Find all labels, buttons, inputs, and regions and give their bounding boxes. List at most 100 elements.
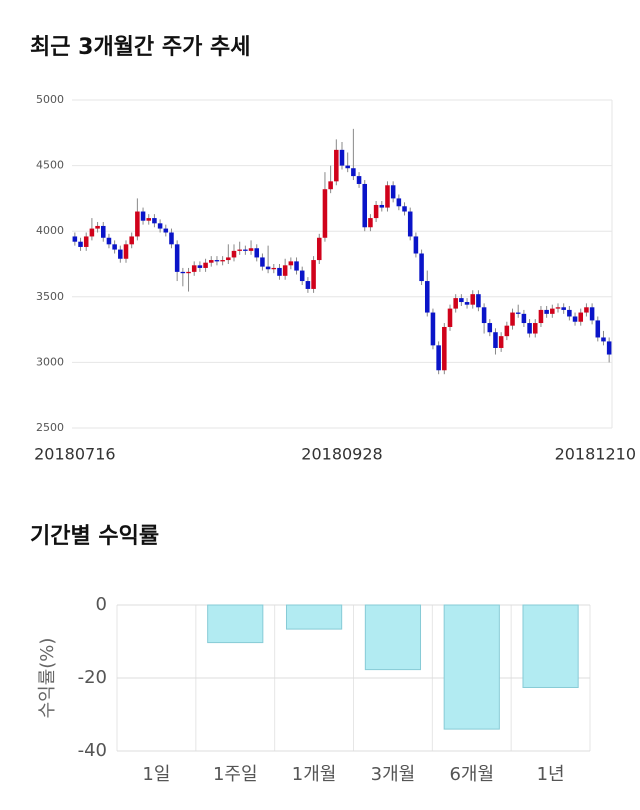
bar [364,604,422,671]
candle-body [163,228,169,233]
candle-body [379,204,385,208]
x-tick-label: 1개월 [292,764,337,785]
candle-body [146,218,152,221]
candle-body [589,307,595,321]
candle-body [584,307,589,313]
x-tick-label: 6개월 [449,764,494,785]
candle-body [339,149,345,166]
candle-body [470,294,476,305]
candle-body [169,232,174,245]
candle-body [265,266,271,270]
candle-body [231,250,237,258]
candle-body [606,341,612,355]
candle-body [402,206,407,212]
candle-body [305,281,311,289]
candle-body [538,309,544,324]
candle-body [186,271,191,274]
x-tick-label: 20180716 [34,445,115,464]
candle-body [203,262,208,268]
candle-body [282,265,288,276]
candle-body [487,323,493,333]
candle-body [351,168,356,177]
x-tick-label: 20180928 [301,445,382,464]
candle-body [89,228,95,237]
candle-body [214,260,220,262]
candle-body [527,323,532,334]
candle-body [328,181,333,190]
candle-body [419,253,424,282]
candle-body [396,198,402,207]
candle-body [100,225,106,238]
candle-body [595,320,601,338]
candle-body [430,312,436,346]
candle-body [447,308,453,327]
candle-body [180,271,186,274]
bar [285,604,343,630]
candle-body [453,298,458,309]
candle-body [322,189,328,238]
candle-body [254,248,260,258]
y-tick-label: 5000 [36,93,64,106]
y-tick-label: 3500 [36,290,64,303]
candle-body [561,307,566,310]
candle-body [208,260,214,263]
candle-body [174,244,180,272]
candle-body [504,325,510,337]
candle-body [368,218,373,228]
chart-title: 기간별 수익률 [30,524,159,549]
y-tick-label: -40 [78,740,107,761]
candle-body [334,149,339,182]
candle-body [550,308,555,314]
candle-body [390,185,396,199]
candle-body [442,326,447,371]
bar [443,604,500,730]
candle-body [578,312,584,322]
chart-title: 최근 3개월간 주가 추세 [30,35,250,60]
candle-body [140,211,146,221]
candle-body [78,241,83,247]
candle-body [152,218,157,224]
candle-body [226,257,231,261]
candle-body [277,267,282,276]
candle-body [299,270,305,282]
candle-body [356,176,362,184]
candle-body [95,225,100,229]
y-axis-label: 수익률(%) [37,638,58,719]
candle-body [493,332,498,348]
candle-body [311,260,316,289]
candle-body [567,309,572,317]
candle-body [118,249,123,259]
candle-body [237,249,242,251]
candle-body [459,298,464,303]
candle-body [197,265,203,268]
candle-body [476,294,481,308]
candle-body [191,265,197,272]
candle-body [424,281,430,313]
candle-body [288,261,294,266]
candle-body [248,248,254,251]
candle-body [362,183,368,228]
candle-body [260,257,265,267]
x-tick-label: 1주일 [213,764,258,785]
y-tick-label: -20 [78,667,107,688]
x-tick-label: 3개월 [371,764,416,785]
candle-body [515,312,521,314]
candle-body [345,165,350,169]
candle-body [521,313,527,324]
candle-body [83,236,89,247]
candle-body [498,336,504,348]
candle-body [413,236,419,254]
candle-body [271,267,277,270]
y-tick-label: 4500 [36,159,64,172]
candle-body [243,249,248,251]
x-tick-label: 20181210 [555,445,636,464]
candle-body [157,223,163,229]
candle-body [572,316,578,322]
candle-body [112,244,117,250]
candle-body [373,204,379,219]
candle-body [316,237,322,261]
y-tick-label: 3000 [36,355,64,368]
candle-body [106,237,112,245]
x-tick-label: 1년 [537,764,565,785]
